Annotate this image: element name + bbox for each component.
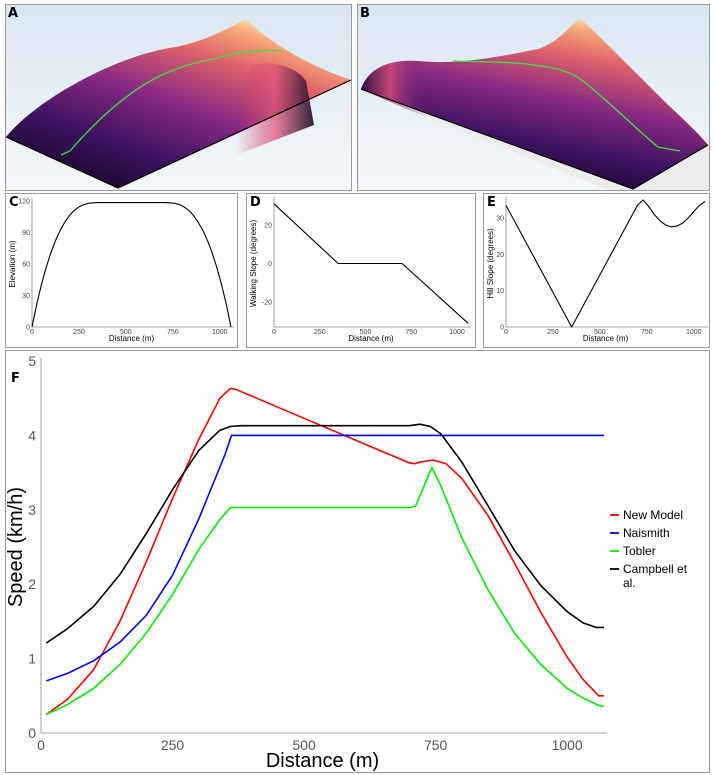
hill-slope-y-tick-label: 10 (496, 288, 504, 295)
speed-y-tick-label: 1 (28, 651, 36, 667)
terrain-render-b (358, 5, 709, 190)
elevation-x-tick-label: 1000 (212, 329, 228, 336)
hill-slope-x-tick-label: 250 (547, 329, 559, 336)
speed-y-tick-label: 4 (28, 427, 36, 443)
hill-slope-y-tick-label: 0 (500, 325, 504, 332)
elevation-y-tick-label: 0 (26, 325, 30, 332)
hill-slope-series-line-0 (505, 199, 706, 328)
elevation-x-tick-label: 0 (30, 329, 34, 336)
elevation-x-tick-label: 250 (73, 329, 85, 336)
hill-slope-x-tick-label: 500 (594, 329, 606, 336)
elevation-y-axis-label: Elevation (m) (8, 240, 17, 287)
hill-slope-y-tick-label: 20 (496, 252, 504, 259)
terrain-render-a (6, 5, 351, 190)
hill-slope-y-axis-label: Hill Slope (degrees) (486, 228, 495, 299)
hill-slope-x-tick-label: 1000 (686, 329, 702, 336)
speed-series-line-0 (45, 387, 604, 716)
hill-slope-chart-panel: E 0 250 500 750 1000 0 10 20 30 Distance (m) Hill … (483, 193, 710, 348)
speed-x-tick-label: 0 (37, 737, 45, 753)
terrain-view-a: A (5, 4, 352, 191)
walking-slope-x-tick-label: 1000 (449, 329, 465, 336)
elevation-x-tick-label: 500 (120, 329, 132, 336)
walking-slope-x-axis-label: Distance (m) (348, 334, 394, 343)
walking-slope-x-tick-label: 250 (314, 329, 326, 336)
elevation-chart: 0 250 500 750 1000 0 30 60 90 120 Distance (m) Elev… (8, 198, 234, 343)
walking-slope-y-tick-label: 20 (264, 223, 272, 230)
speed-series-line-2 (45, 466, 605, 716)
hill-slope-x-tick-label: 750 (641, 329, 653, 336)
walking-slope-x-tick-label: 500 (360, 329, 372, 336)
hill-slope-chart: 0 250 500 750 1000 0 10 20 30 Distance (m) Hill Sl… (486, 197, 708, 343)
speed-x-tick-label: 250 (161, 737, 185, 753)
legend-label: Naismith (623, 526, 670, 540)
walking-slope-chart: 0 250 500 750 1000 -20 0 20 Distance (m) Walking … (249, 197, 471, 343)
panel-label-b: B (360, 6, 370, 21)
terrain-view-b: B (357, 4, 710, 191)
elevation-y-tick-label: 120 (18, 199, 30, 206)
legend-label: Campbell et (623, 562, 688, 576)
speed-x-tick-label: 750 (424, 737, 448, 753)
speed-y-axis-label: Speed (km/h) (6, 487, 27, 607)
walking-slope-y-axis-label: Walking Slope (degrees) (249, 220, 258, 308)
hill-slope-x-tick-label: 0 (504, 329, 508, 336)
walking-slope-series-line-0 (273, 203, 469, 324)
walking-slope-x-tick-label: 750 (405, 329, 417, 336)
speed-y-tick-label: 5 (28, 353, 36, 369)
legend-label-cont: al. (623, 576, 636, 590)
hill-slope-y-tick-label: 30 (496, 216, 504, 223)
elevation-x-axis-label: Distance (m) (109, 334, 155, 343)
speed-chart: 0 250 500 750 1000 0 1 2 3 4 5 Distance (m) Speed (k… (6, 353, 688, 772)
elevation-chart-panel: C 0 250 500 750 1000 0 30 60 90 120 Distance (m) El… (5, 193, 238, 348)
walking-slope-y-tick-label: -20 (262, 299, 272, 306)
walking-slope-y-tick-label: 0 (268, 261, 272, 268)
speed-series-line-1 (46, 434, 604, 682)
legend-label: New Model (623, 508, 683, 522)
elevation-series-line-0 (31, 202, 232, 328)
speed-x-tick-label: 500 (292, 737, 316, 753)
speed-x-axis-label: Distance (m) (266, 750, 379, 772)
elevation-x-tick-label: 750 (167, 329, 179, 336)
walking-slope-x-tick-label: 0 (272, 329, 276, 336)
speed-chart-panel: F 0 250 500 750 1000 0 1 2 3 4 5 Distance (m) Speed … (5, 350, 710, 773)
elevation-y-tick-label: 30 (22, 293, 30, 300)
elevation-y-tick-label: 60 (22, 262, 30, 269)
panel-label-a: A (8, 6, 19, 21)
speed-x-tick-label: 1000 (552, 737, 583, 753)
walking-slope-chart-panel: D 0 250 500 750 1000 -20 0 20 Distance (m) Walkin… (246, 193, 476, 348)
speed-y-tick-label: 3 (28, 502, 36, 518)
speed-series-line-3 (45, 423, 604, 644)
elevation-y-tick-label: 90 (22, 230, 30, 237)
speed-y-tick-label: 2 (28, 576, 36, 592)
speed-y-tick-label: 0 (28, 725, 36, 741)
hill-slope-x-axis-label: Distance (m) (583, 334, 629, 343)
legend-label: Tobler (623, 544, 656, 558)
